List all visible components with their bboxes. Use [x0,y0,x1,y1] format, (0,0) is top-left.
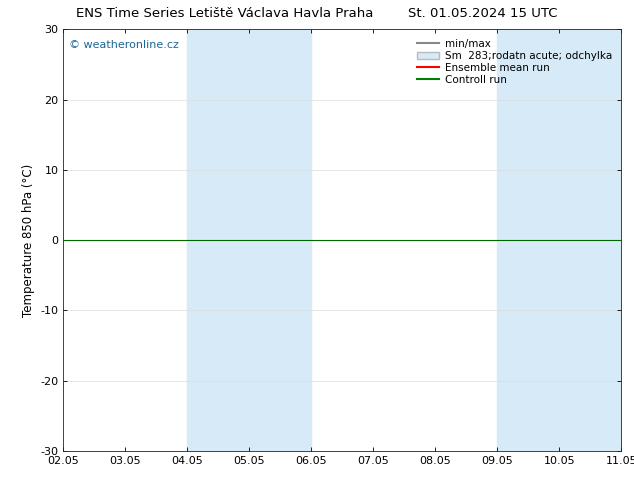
Text: ENS Time Series Letiště Václava Havla Praha: ENS Time Series Letiště Václava Havla Pr… [76,7,373,21]
Bar [497,29,621,451]
Y-axis label: Temperature 850 hPa (°C): Temperature 850 hPa (°C) [22,164,35,317]
Bar [188,29,311,451]
Legend: min/max, Sm  283;rodatn acute; odchylka, Ensemble mean run, Controll run: min/max, Sm 283;rodatn acute; odchylka, … [412,35,616,89]
Text: © weatheronline.cz: © weatheronline.cz [69,40,179,50]
Text: St. 01.05.2024 15 UTC: St. 01.05.2024 15 UTC [408,7,558,21]
